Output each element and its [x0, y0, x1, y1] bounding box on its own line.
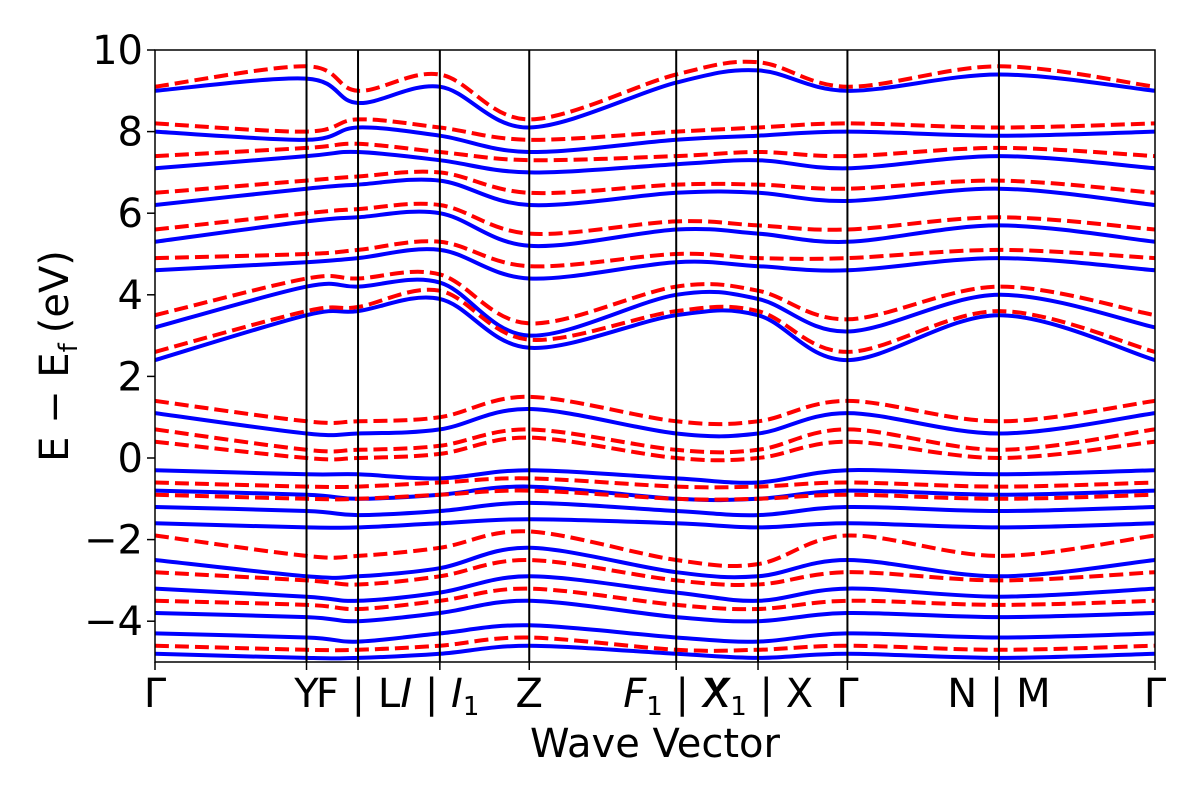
y-tick-label-7: 10: [92, 28, 143, 74]
band-dashed-15: [155, 586, 1155, 612]
y-tick-label-0: −4: [84, 599, 143, 645]
x-tick-label-4: Z: [516, 671, 543, 717]
band-dashed-0: [155, 287, 1155, 354]
band-solid-13: [155, 545, 1155, 580]
y-axis: −4 −2 0 2 4 6 8 10: [84, 28, 155, 645]
band-dashed-3: [155, 201, 1155, 236]
x-tick-label-9: Γ: [1144, 671, 1167, 717]
band-solid-4: [155, 177, 1155, 208]
x-tick-label-7: Γ: [836, 671, 859, 717]
band-solid-10: [155, 484, 1155, 503]
y-tick-label-2: 0: [118, 436, 143, 482]
band-solid-14: [155, 574, 1155, 603]
band-solid-3: [155, 209, 1155, 249]
band-dashed-14: [155, 557, 1155, 587]
band-solid-5: [155, 149, 1155, 175]
x-tick-label-8: N | M: [947, 671, 1050, 717]
band-solid-17: [155, 643, 1155, 661]
band-solid-8: [155, 406, 1155, 439]
x-tick-label-5: F1 | X: [623, 671, 729, 722]
y-axis-label-unit: (eV): [32, 250, 78, 333]
x-tick-label-1: Y: [293, 671, 319, 717]
x-tick-label-0: Γ: [144, 671, 167, 717]
y-axis-label-subscript: f: [54, 342, 84, 352]
band-dashed-4: [155, 169, 1155, 196]
band-solid-7: [155, 68, 1155, 130]
band-dashed-16: [155, 635, 1155, 653]
x-tick-label-3: I | I1: [400, 671, 479, 722]
band-dashed-9: [155, 427, 1155, 455]
band-solid-6: [155, 125, 1155, 155]
plot-frame: [154, 49, 1156, 663]
x-tick-label-2: F | L: [316, 671, 401, 717]
y-tick-label-6: 8: [118, 110, 143, 156]
y-tick-label-1: −2: [84, 518, 143, 564]
band-solid-2: [155, 247, 1155, 281]
x-tick-label-6: X1 | X: [701, 671, 813, 722]
band-dashed-2: [155, 239, 1155, 269]
band-dashed-7: [155, 59, 1155, 122]
y-axis-label-main: E − E: [32, 352, 78, 462]
band-solid-0: [155, 295, 1155, 363]
bands-layer: [155, 59, 1155, 661]
y-tick-label-3: 2: [118, 354, 143, 400]
y-axis-label: E − Ef (eV): [32, 250, 84, 462]
y-tick-label-4: 4: [118, 273, 143, 319]
band-dashed-10: [155, 435, 1155, 463]
kpoint-lines: [305, 50, 1000, 662]
band-solid-11: [155, 500, 1155, 518]
band-solid-9: [155, 468, 1155, 485]
band-solid-15: [155, 598, 1155, 624]
band-solid-1: [155, 277, 1155, 338]
x-axis-label: Wave Vector: [530, 721, 781, 767]
band-dashed-8: [155, 394, 1155, 427]
band-dashed-1: [155, 269, 1155, 326]
y-tick-label-5: 6: [118, 191, 143, 237]
band-dashed-6: [155, 117, 1155, 142]
band-dashed-13: [155, 529, 1155, 569]
plot-background: [155, 50, 1155, 662]
band-dashed-5: [155, 141, 1155, 163]
band-solid-12: [155, 517, 1155, 530]
band-solid-16: [155, 623, 1155, 644]
